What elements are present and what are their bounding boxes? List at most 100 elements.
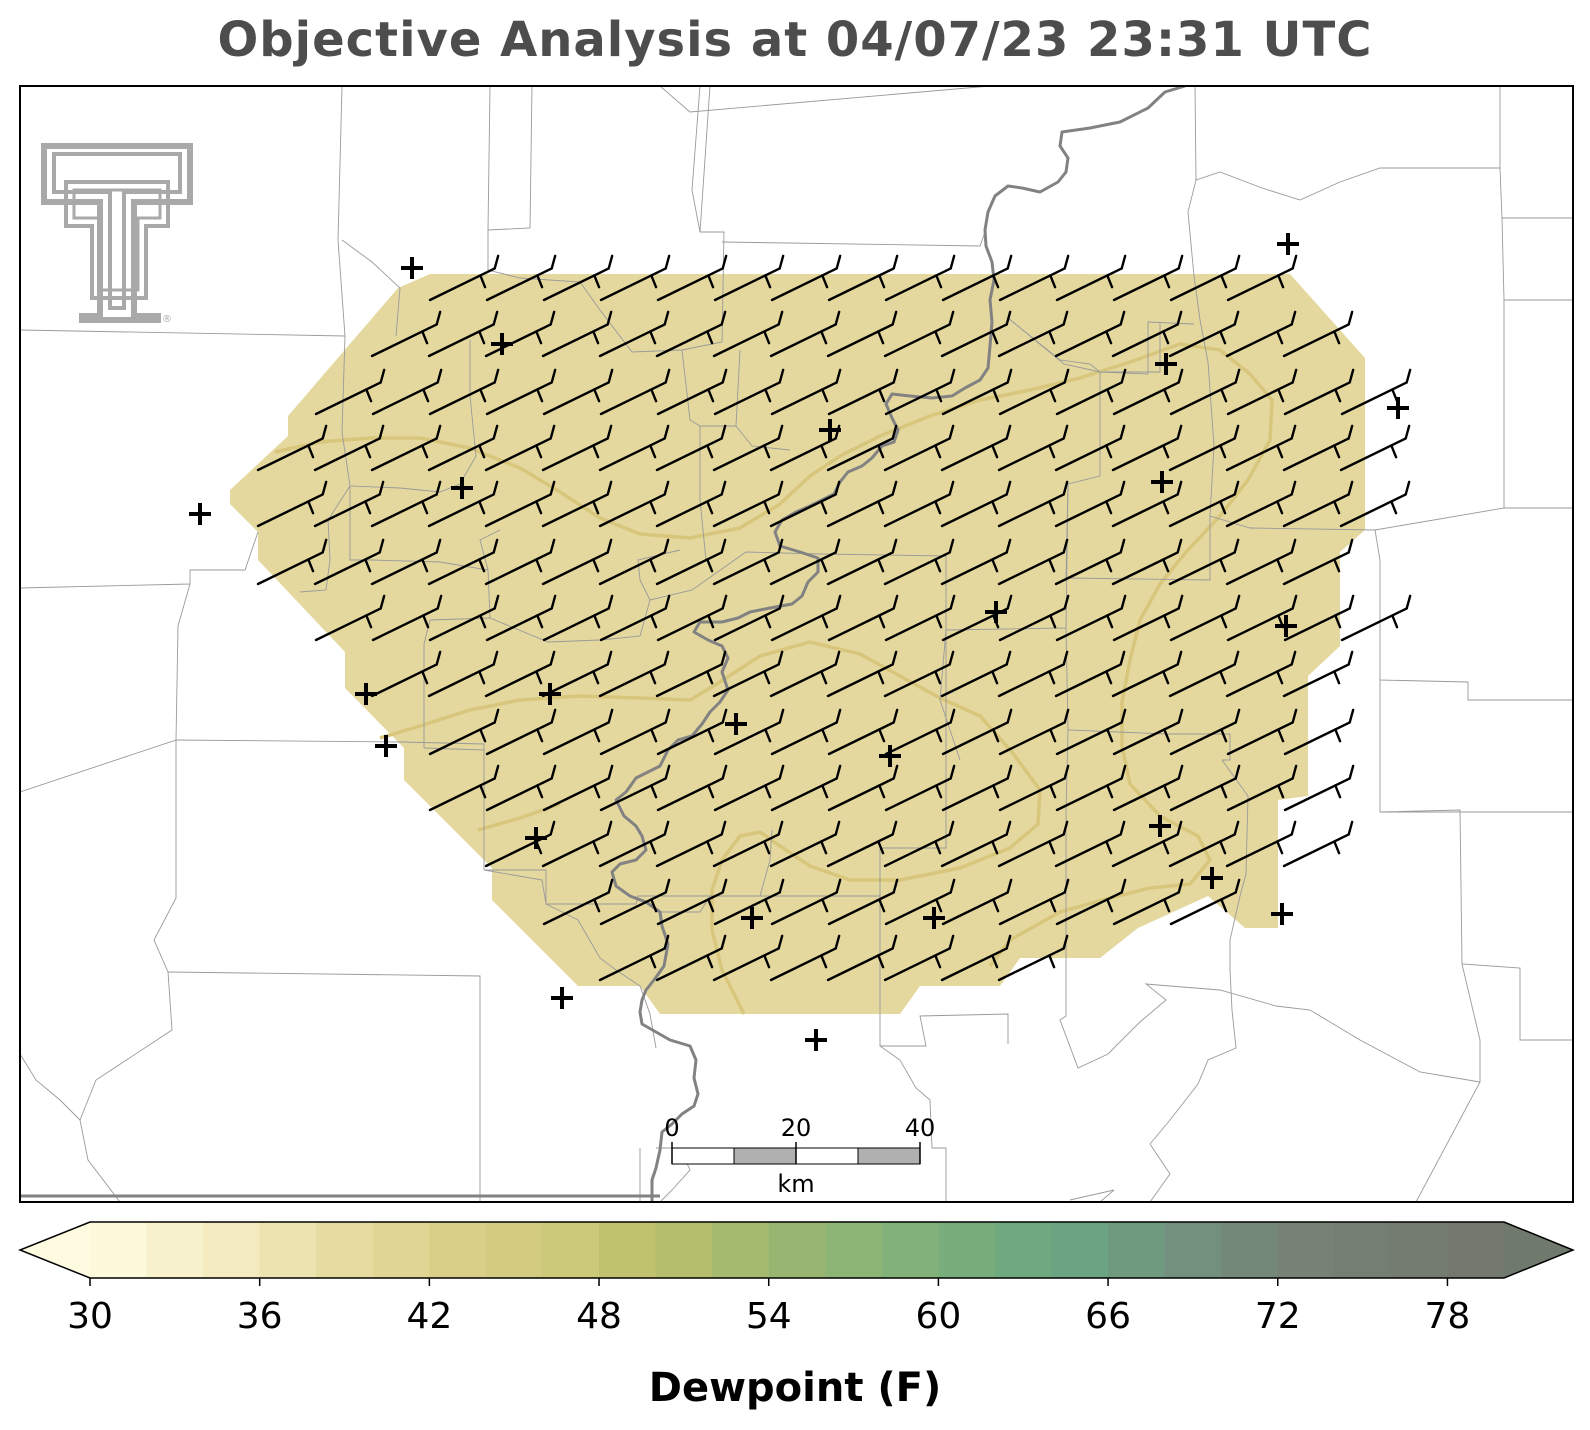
colorbar-tick-label: 54 xyxy=(746,1296,792,1337)
wind-barb xyxy=(485,368,557,416)
wind-barb xyxy=(656,878,728,926)
wind-barb xyxy=(770,708,842,756)
wind-barb xyxy=(1282,538,1354,586)
wind-barb xyxy=(770,368,842,416)
wind-barb xyxy=(1112,878,1184,926)
wind-barb xyxy=(542,708,614,756)
station-marker xyxy=(1151,471,1173,493)
wind-barb xyxy=(941,254,1013,302)
wind-barb xyxy=(1168,480,1240,528)
colorbar-segment xyxy=(1108,1222,1166,1278)
wind-barb xyxy=(428,594,500,642)
wind-barb xyxy=(997,480,1069,528)
wind-barb xyxy=(770,764,842,812)
wind-barb xyxy=(599,368,671,416)
wind-barb xyxy=(427,480,499,528)
wind-barb xyxy=(256,538,328,586)
wind-barb xyxy=(1168,310,1240,358)
wind-barb xyxy=(1282,424,1354,472)
wind-barb xyxy=(314,368,386,416)
wind-barb xyxy=(655,650,727,698)
wind-barb xyxy=(712,650,784,698)
wind-barb xyxy=(427,538,499,586)
wind-barb xyxy=(769,934,841,982)
wind-barb xyxy=(883,310,955,358)
colorbar-tick-label: 42 xyxy=(406,1296,452,1337)
wind-barb xyxy=(314,594,386,642)
wind-barb xyxy=(427,310,499,358)
wind-barb xyxy=(1054,424,1126,472)
wind-barb xyxy=(997,310,1069,358)
wind-barb xyxy=(1111,650,1183,698)
station-marker xyxy=(539,683,561,705)
wind-barb xyxy=(1169,708,1241,756)
wind-barb xyxy=(371,594,443,642)
station-marker xyxy=(1155,353,1177,375)
wind-barb xyxy=(883,480,955,528)
wind-barb xyxy=(1226,708,1298,756)
wind-barb xyxy=(1225,650,1297,698)
colorbar-segment xyxy=(1164,1222,1222,1278)
colorbar-segment xyxy=(655,1222,713,1278)
colorbar-segment xyxy=(259,1222,317,1278)
station-marker xyxy=(1201,867,1223,889)
wind-barb xyxy=(370,650,442,698)
wind-barb xyxy=(313,538,385,586)
wind-barb xyxy=(541,820,613,868)
wind-barb xyxy=(1168,538,1240,586)
station-marker xyxy=(355,683,377,705)
wind-barb xyxy=(1111,538,1183,586)
wind-barb xyxy=(1226,254,1298,302)
station-marker xyxy=(741,907,763,929)
wind-barb xyxy=(1169,764,1241,812)
wind-barb xyxy=(997,820,1069,868)
wind-barb xyxy=(1169,594,1241,642)
colorbar-extend-high xyxy=(1504,1222,1573,1278)
station-marker xyxy=(189,503,211,525)
wind-barb xyxy=(598,650,670,698)
wind-barb xyxy=(1054,650,1126,698)
wind-barb xyxy=(1282,480,1354,528)
wind-barb xyxy=(1339,480,1411,528)
wind-barb xyxy=(485,254,557,302)
colorbar-segment xyxy=(485,1222,544,1278)
wind-barb xyxy=(941,368,1013,416)
river-lines xyxy=(20,86,1186,1202)
wind-barb xyxy=(1168,820,1240,868)
wind-barb xyxy=(940,538,1012,586)
wind-barb xyxy=(1168,424,1240,472)
wind-barb xyxy=(770,594,842,642)
wind-barb xyxy=(541,310,613,358)
wind-barb xyxy=(484,650,556,698)
wind-barb xyxy=(1055,878,1127,926)
svg-text:®: ® xyxy=(162,314,172,325)
wind-barb xyxy=(655,934,727,982)
texas-tech-double-t-logo: ® xyxy=(41,143,193,325)
wind-barb xyxy=(884,368,956,416)
wind-barb xyxy=(998,368,1070,416)
station-marker xyxy=(551,987,573,1009)
wind-barb xyxy=(1055,764,1127,812)
wind-barb xyxy=(484,424,556,472)
wind-barb xyxy=(1225,480,1297,528)
wind-barb xyxy=(484,310,556,358)
wind-barb xyxy=(313,480,385,528)
wind-barb xyxy=(656,254,728,302)
wind-barb xyxy=(541,650,613,698)
colorbar-segment xyxy=(825,1222,883,1278)
station-marker xyxy=(805,1029,827,1051)
wind-barb xyxy=(370,538,442,586)
wind-barb xyxy=(1225,538,1297,586)
station-marker xyxy=(879,745,901,767)
wind-barb xyxy=(599,708,671,756)
wind-barb xyxy=(940,650,1012,698)
scale-bar: 0 20 40 km xyxy=(664,1114,935,1198)
wind-barb xyxy=(1112,368,1184,416)
colorbar-segment xyxy=(599,1222,657,1278)
wind-barb xyxy=(826,538,898,586)
wind-barb xyxy=(769,820,841,868)
colorbar-segment xyxy=(1051,1222,1109,1278)
wind-barb xyxy=(1111,424,1183,472)
wind-barb xyxy=(541,480,613,528)
wind-barb xyxy=(883,934,955,982)
